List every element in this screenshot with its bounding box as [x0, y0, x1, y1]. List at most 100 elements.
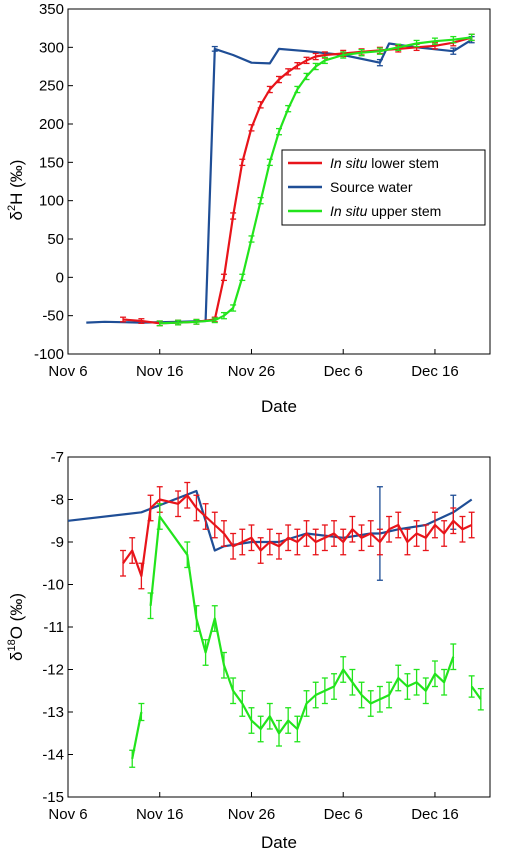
data-point-upper: [276, 127, 282, 136]
y-tick-label: -9: [51, 534, 64, 551]
data-point-upper: [294, 85, 301, 94]
d2h-plot-area: [86, 33, 475, 327]
data-point-lower: [193, 494, 200, 522]
y-tick-label: -7: [51, 449, 64, 466]
data-point-upper_b: [303, 690, 310, 717]
data-point-upper_b: [441, 668, 448, 696]
y-tick-label: -14: [42, 747, 64, 764]
y-axis: -15 -14 -13 -12 -11 -10 -9 -8 -7: [42, 449, 73, 806]
data-point-lower: [266, 528, 273, 556]
y-tick-label: -50: [42, 308, 64, 325]
x-axis: Nov 6 Nov 16 Nov 26 Dec 6 Dec 16: [48, 792, 459, 823]
data-point-upper: [211, 317, 218, 324]
x-tick-label: Nov 26: [228, 363, 276, 380]
data-point-upper_b: [321, 677, 328, 705]
series-line-upper_a: [131, 711, 143, 760]
data-point-upper_b: [376, 685, 383, 713]
y-tick-label: -15: [42, 789, 64, 806]
data-point-upper: [285, 104, 292, 113]
y-tick-label: 300: [39, 39, 64, 56]
data-point-lower: [331, 520, 338, 547]
data-point-lower: [312, 52, 319, 61]
data-point-lower: [230, 532, 237, 560]
data-point-lower: [404, 528, 411, 556]
series-line-upper: [159, 36, 472, 325]
y-tick-label: -11: [43, 619, 64, 636]
data-point-upper_b: [331, 673, 338, 700]
data-point-lower: [257, 537, 264, 564]
data-point-lower: [276, 532, 282, 560]
plot-frame: [67, 8, 491, 355]
data-point-upper_b: [184, 541, 191, 569]
data-point-lower: [349, 515, 356, 543]
data-point-lower: [120, 549, 127, 577]
data-point-lower: [138, 562, 145, 590]
y-axis-title: δ2H (‰): [6, 160, 26, 221]
data-point-upper_b: [386, 681, 393, 709]
data-point-upper: [175, 319, 182, 326]
data-point-upper_b: [230, 677, 237, 705]
y-axis-title: δ18O (‰): [6, 593, 26, 661]
x-axis-title: Date: [261, 833, 297, 852]
data-point-upper: [321, 56, 328, 65]
data-point-upper: [395, 43, 402, 52]
x-tick-label: Dec 6: [324, 363, 363, 380]
y-tick-label: -13: [42, 704, 64, 721]
data-point-lower: [138, 318, 145, 324]
y-tick-label: 200: [39, 116, 64, 133]
legend-label: In situ upper stem: [330, 203, 441, 219]
data-point-upper: [239, 273, 246, 282]
data-point-upper: [230, 304, 237, 312]
data-point-upper: [312, 62, 319, 71]
data-point-lower: [202, 503, 209, 530]
series-lower: [120, 481, 475, 590]
series-upper_b: [147, 503, 457, 747]
d18o-chart: -15-14-13-12-11-10-9-8-7 Nov 6 Nov 16 Nov …: [6, 449, 491, 852]
x-tick-label: Dec 6: [324, 806, 363, 823]
data-point-upper_b: [147, 592, 154, 620]
x-tick-label: Dec 16: [411, 806, 459, 823]
data-point-upper_b: [266, 702, 273, 730]
data-point-lower: [386, 515, 393, 543]
y-tick-label: -8: [51, 492, 64, 509]
data-point-upper_b: [404, 673, 411, 700]
data-point-lower: [248, 524, 255, 552]
data-point-upper_b: [202, 639, 209, 666]
legend-label: Source water: [330, 179, 413, 195]
data-point-upper: [248, 235, 255, 243]
data-point-upper_b: [367, 690, 374, 717]
data-point-upper_b: [156, 503, 163, 530]
data-point-source: [376, 58, 383, 67]
data-point-lower: [340, 528, 347, 556]
data-point-lower: [220, 273, 227, 282]
data-point-lower: [303, 56, 310, 65]
y-tick-label: 0: [56, 269, 64, 286]
data-point-upper: [450, 35, 457, 44]
data-point-lower: [367, 520, 374, 547]
data-point-upper_b: [422, 677, 429, 705]
series-line-upper_b: [149, 515, 455, 735]
data-point-lower: [175, 490, 182, 518]
series-line-lower: [122, 494, 473, 578]
y-tick-label: 50: [47, 231, 64, 248]
data-point-lower: [285, 524, 292, 552]
x-axis: Nov 6 Nov 16 Nov 26 Dec 6 Dec 16: [48, 349, 459, 380]
data-point-upper_b: [248, 707, 255, 734]
legend-entry-lower: In situ lower stem: [288, 155, 439, 171]
y-axis: -100 -50 0 50 100 150 200 250 300 350: [34, 1, 73, 363]
y-tick-label: -10: [42, 577, 64, 594]
legend: In situ lower stem Source water In situ up…: [281, 149, 486, 226]
data-point-lower: [395, 511, 402, 539]
legend-entry-source: Source water: [288, 179, 413, 195]
data-point-lower: [147, 494, 154, 522]
data-point-upper: [358, 48, 365, 57]
data-point-upper: [431, 37, 438, 45]
data-point-upper_b: [312, 681, 319, 709]
series-upper: [156, 33, 475, 327]
data-point-lower: [321, 524, 328, 552]
x-tick-label: Nov 6: [48, 363, 87, 380]
legend-label: In situ lower stem: [330, 155, 439, 171]
data-point-source: [211, 45, 218, 52]
data-point-upper: [257, 196, 264, 205]
data-point-lower: [184, 481, 191, 509]
